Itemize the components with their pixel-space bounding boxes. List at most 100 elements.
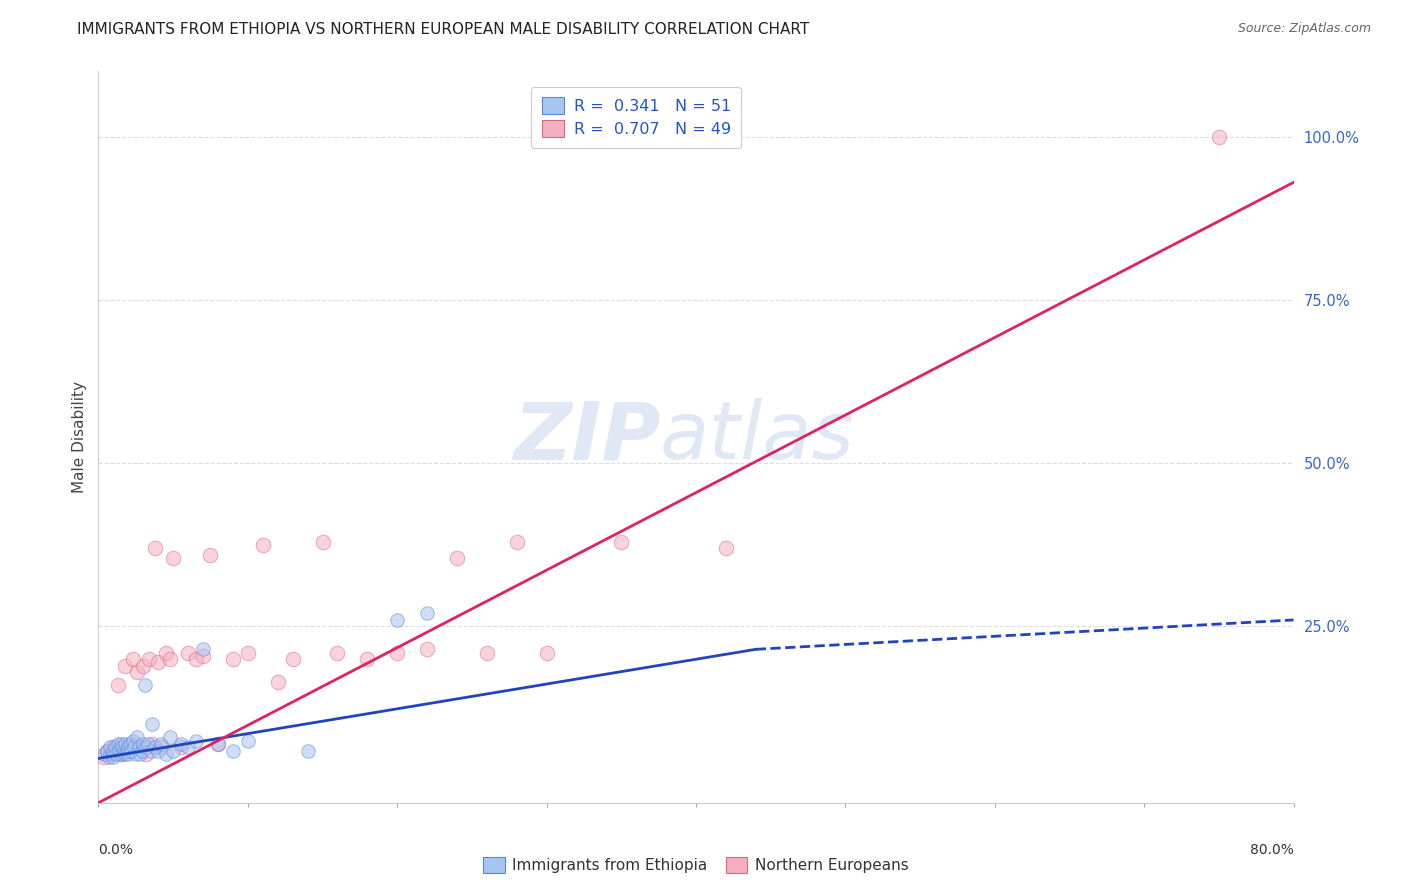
Point <box>104 740 127 755</box>
Point <box>97 750 120 764</box>
Point <box>475 646 498 660</box>
Point <box>114 658 136 673</box>
Point <box>385 646 409 660</box>
Point <box>714 541 737 555</box>
Point <box>120 740 142 755</box>
Point <box>148 743 170 757</box>
Point <box>103 743 125 757</box>
Point <box>118 737 141 751</box>
Point <box>132 658 155 673</box>
Point <box>148 656 170 670</box>
Point <box>121 652 143 666</box>
Point <box>236 733 259 747</box>
Point <box>155 747 177 761</box>
Point <box>110 737 132 751</box>
Point <box>536 646 558 660</box>
Point <box>132 737 155 751</box>
Point <box>115 743 138 757</box>
Point <box>100 740 122 755</box>
Point <box>159 652 181 666</box>
Point <box>356 652 378 666</box>
Point <box>207 737 229 751</box>
Point <box>124 740 146 755</box>
Point <box>184 733 207 747</box>
Point <box>311 534 333 549</box>
Point <box>93 750 115 764</box>
Point <box>184 652 207 666</box>
Point <box>117 743 139 757</box>
Point <box>129 740 152 755</box>
Point <box>103 750 125 764</box>
Point <box>105 743 128 757</box>
Y-axis label: Male Disability: Male Disability <box>72 381 87 493</box>
Point <box>128 740 150 755</box>
Point <box>117 747 139 761</box>
Point <box>117 740 139 755</box>
Point <box>105 747 128 761</box>
Point <box>108 743 131 757</box>
Point <box>191 648 214 663</box>
Point <box>610 534 633 549</box>
Text: ZIP: ZIP <box>513 398 661 476</box>
Point <box>103 740 125 755</box>
Point <box>136 737 159 751</box>
Point <box>222 652 245 666</box>
Point <box>93 747 115 761</box>
Text: 80.0%: 80.0% <box>1250 843 1294 857</box>
Point <box>162 743 184 757</box>
Point <box>101 747 124 761</box>
Point <box>114 747 136 761</box>
Point <box>110 747 132 761</box>
Point <box>121 733 143 747</box>
Point <box>134 678 156 692</box>
Point <box>138 652 160 666</box>
Point <box>169 737 191 751</box>
Point <box>135 740 157 755</box>
Point <box>129 747 152 761</box>
Point <box>1208 129 1230 144</box>
Point <box>236 646 259 660</box>
Point <box>111 740 134 755</box>
Point <box>143 541 166 555</box>
Point <box>127 665 149 680</box>
Point <box>506 534 529 549</box>
Point <box>191 642 214 657</box>
Point <box>326 646 349 660</box>
Point <box>139 743 162 757</box>
Point <box>96 743 118 757</box>
Text: Source: ZipAtlas.com: Source: ZipAtlas.com <box>1237 22 1371 36</box>
Point <box>169 740 191 755</box>
Point <box>135 747 157 761</box>
Point <box>150 740 173 755</box>
Point <box>120 743 142 757</box>
Point <box>155 646 177 660</box>
Point <box>96 743 118 757</box>
Point <box>162 550 184 565</box>
Point <box>114 737 136 751</box>
Point <box>112 743 135 757</box>
Point <box>281 652 304 666</box>
Point <box>416 607 439 621</box>
Point <box>131 743 153 757</box>
Point <box>110 747 132 761</box>
Point <box>267 675 290 690</box>
Point <box>416 642 439 657</box>
Point <box>177 740 200 755</box>
Point <box>112 743 135 757</box>
Point <box>127 731 149 745</box>
Legend: Immigrants from Ethiopia, Northern Europeans: Immigrants from Ethiopia, Northern Europ… <box>477 850 915 880</box>
Point <box>200 548 222 562</box>
Point <box>177 646 200 660</box>
Point <box>143 740 166 755</box>
Point <box>222 743 245 757</box>
Point <box>207 737 229 751</box>
Point <box>100 747 122 761</box>
Point <box>159 731 181 745</box>
Point <box>385 613 409 627</box>
Text: atlas: atlas <box>661 398 855 476</box>
Point <box>446 550 468 565</box>
Point <box>107 737 129 751</box>
Point <box>252 538 274 552</box>
Text: 0.0%: 0.0% <box>98 843 134 857</box>
Point <box>125 747 148 761</box>
